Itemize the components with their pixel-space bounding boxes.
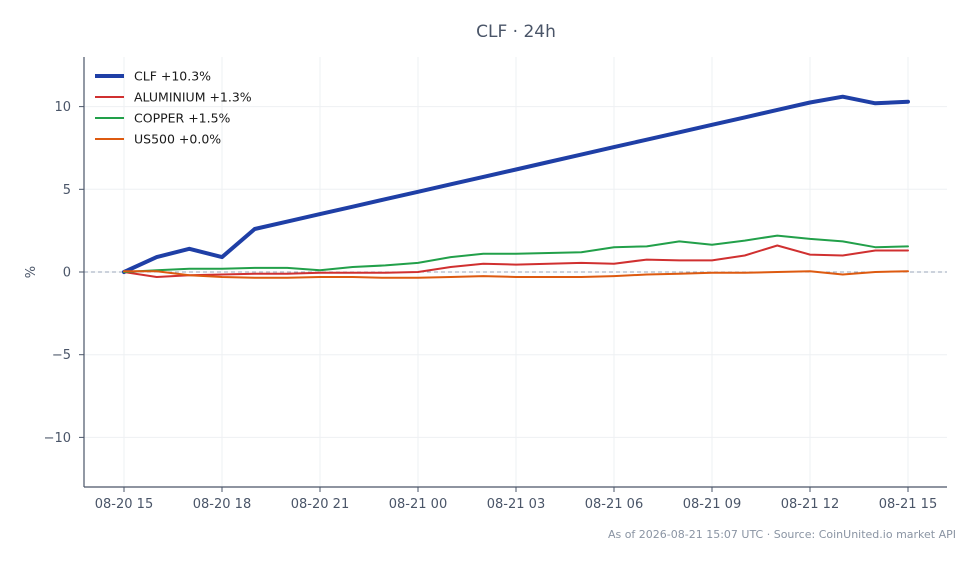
source-footer: As of 2026-08-21 15:07 UTC · Source: Coi… xyxy=(608,528,956,541)
y-tick-label: 5 xyxy=(63,183,71,198)
series-line-us500 xyxy=(123,270,909,279)
y-axis-label: % xyxy=(24,266,39,278)
legend-label-aluminium: ALUMINIUM +1.3% xyxy=(134,90,252,105)
x-tick-label: 08-21 12 xyxy=(781,497,839,512)
legend-label-clf: CLF +10.3% xyxy=(134,69,211,84)
x-tick-label: 08-20 18 xyxy=(193,497,251,512)
legend: CLF +10.3% ALUMINIUM +1.3% COPPER +1.5% US5… xyxy=(95,69,252,147)
y-tick-label: 0 xyxy=(63,266,71,281)
x-tick-label: 08-20 21 xyxy=(291,497,349,512)
x-tick-label: 08-21 15 xyxy=(879,497,937,512)
chart-title: CLF · 24h xyxy=(476,22,556,42)
series-line-clf xyxy=(122,94,910,274)
x-tick-label: 08-21 03 xyxy=(487,497,545,512)
x-tick-label: 08-21 06 xyxy=(585,497,643,512)
y-tick-label: −5 xyxy=(52,348,71,363)
legend-label-copper: COPPER +1.5% xyxy=(134,111,231,126)
x-tick-label: 08-21 00 xyxy=(389,497,447,512)
x-tick-label: 08-20 15 xyxy=(95,497,153,512)
x-tick-label: 08-21 09 xyxy=(683,497,741,512)
series-line-copper xyxy=(123,234,909,273)
series-line-aluminium xyxy=(123,244,909,278)
y-axis: −10 −5 0 5 10 xyxy=(44,57,85,487)
y-tick-label: 10 xyxy=(54,100,71,115)
y-tick-label: −10 xyxy=(44,431,71,446)
legend-label-us500: US500 +0.0% xyxy=(134,132,221,147)
x-axis: 08-20 15 08-20 18 08-20 21 08-21 00 08-21 03… xyxy=(84,486,947,512)
series-lines xyxy=(122,94,910,279)
